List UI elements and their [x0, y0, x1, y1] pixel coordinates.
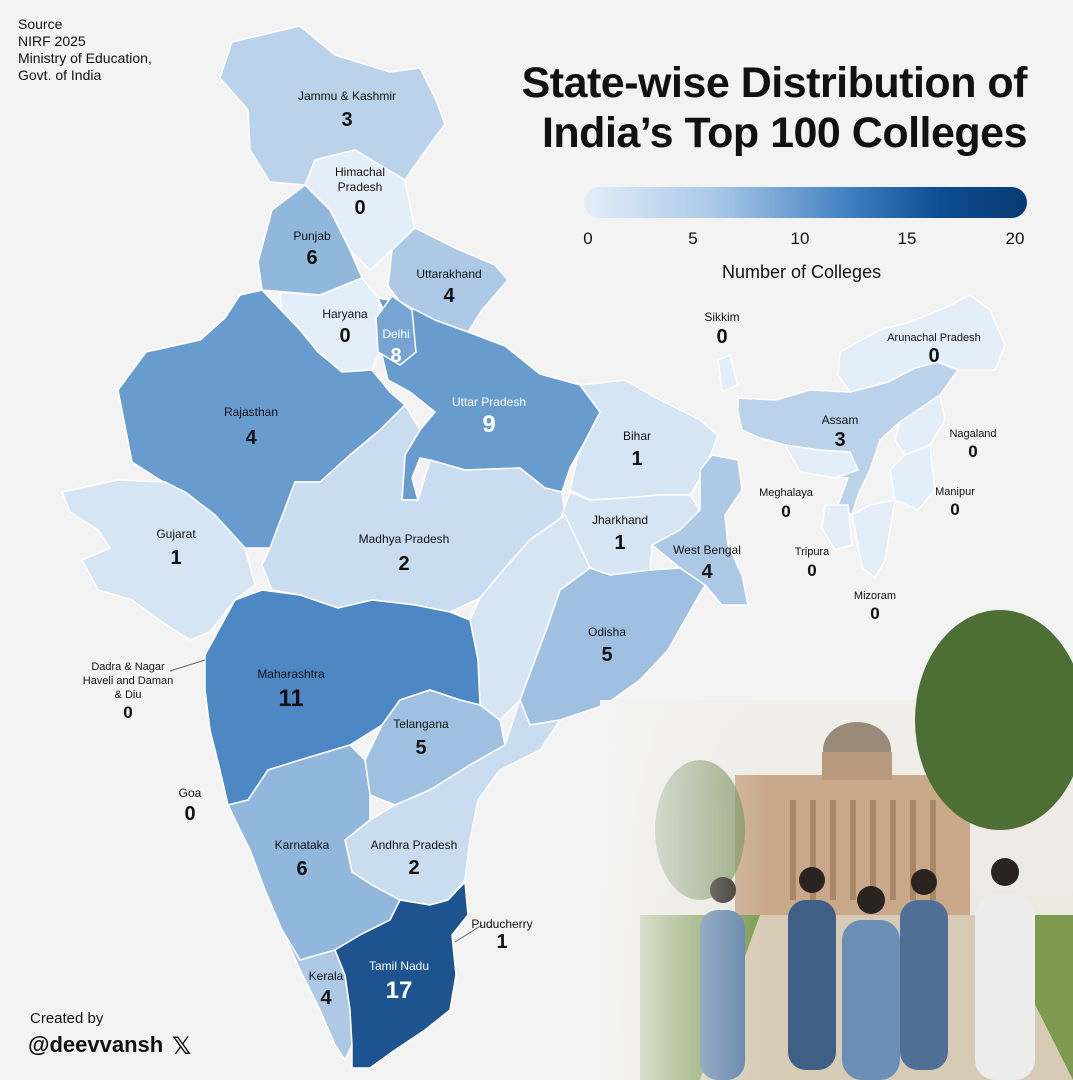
state-label-value: 4 — [701, 561, 713, 583]
state-label-name: Rajasthan — [224, 405, 278, 419]
state-label-value: 1 — [170, 547, 181, 569]
source-line: Source — [18, 16, 63, 32]
state-label-name: Andhra Pradesh — [371, 838, 458, 852]
state-label-value: 17 — [386, 977, 413, 1004]
state-label-value: 0 — [354, 197, 365, 219]
state-label-value: 4 — [245, 427, 257, 449]
source-line: Govt. of India — [18, 67, 102, 83]
state-label-value: 0 — [950, 500, 959, 519]
state-label-name: Odisha — [588, 625, 626, 639]
state-label-value: 9 — [482, 411, 495, 438]
state-sikkim[interactable] — [717, 354, 739, 393]
state-label-name: Dadra & Nagar — [91, 661, 165, 673]
legend-color-scale — [584, 187, 1027, 218]
state-label-value: 0 — [123, 703, 132, 722]
state-label-name: Kerala — [309, 969, 344, 983]
state-label-value: 1 — [614, 532, 625, 554]
state-label-name: Jharkhand — [592, 513, 648, 527]
state-meghalaya[interactable] — [784, 444, 859, 479]
state-label-name: Tamil Nadu — [369, 959, 429, 973]
state-label-value: 4 — [443, 285, 455, 307]
state-label-value: 3 — [834, 429, 845, 451]
source-line: Ministry of Education, — [18, 50, 152, 66]
state-label-name: Tripura — [795, 546, 830, 558]
state-label-name: Uttarakhand — [416, 267, 481, 281]
state-label-value: 0 — [928, 345, 939, 367]
state-karnataka[interactable] — [227, 744, 401, 961]
state-uttarakhand[interactable] — [387, 227, 509, 333]
source-line: NIRF 2025 — [18, 33, 86, 49]
state-label-name: Haveli and Daman — [83, 675, 174, 687]
state-label-value: 0 — [968, 442, 977, 461]
state-label-name: Mizoram — [854, 590, 896, 602]
state-label-value: 6 — [306, 247, 317, 269]
state-label-name: Karnataka — [275, 838, 330, 852]
state-label-name: Telangana — [393, 717, 449, 731]
state-label-value: 0 — [184, 803, 195, 825]
state-label-value: 0 — [781, 502, 790, 521]
state-label-name: Assam — [822, 413, 859, 427]
credit-label: Created by — [30, 1010, 104, 1027]
title-line: India’s Top 100 Colleges — [541, 109, 1028, 157]
state-label-name: Haryana — [322, 307, 368, 321]
state-label-value: 6 — [296, 858, 307, 880]
state-label-value: 0 — [807, 561, 816, 580]
state-mizoram[interactable] — [851, 499, 896, 579]
x-logo-icon: 𝕏 — [172, 1033, 192, 1060]
state-label-name: Bihar — [623, 429, 651, 443]
state-label-name: Maharashtra — [257, 667, 325, 681]
state-label-name: Manipur — [935, 486, 975, 498]
state-label-name: Himachal — [335, 165, 385, 179]
state-label-name: Pradesh — [338, 180, 383, 194]
author-handle[interactable]: @deevvansh — [28, 1032, 164, 1057]
state-manipur[interactable] — [889, 444, 936, 511]
leader-line — [454, 924, 483, 943]
state-west-bengal[interactable] — [651, 454, 749, 606]
state-label-value: 1 — [496, 931, 507, 953]
state-label-name: Arunachal Pradesh — [887, 332, 981, 344]
state-gujarat[interactable] — [61, 479, 256, 641]
state-delhi[interactable] — [375, 295, 417, 366]
state-label-name: Jammu & Kashmir — [298, 89, 396, 103]
state-tripura[interactable] — [821, 504, 853, 551]
state-label-value: 8 — [390, 345, 401, 367]
state-label-name: Punjab — [293, 229, 331, 243]
state-label-value: 2 — [398, 553, 409, 575]
state-label-name: & Diu — [115, 689, 142, 701]
leader-line — [169, 659, 206, 672]
state-label-value: 11 — [278, 685, 303, 712]
state-label-name: Sikkim — [704, 310, 739, 324]
legend-tick: 20 — [1005, 229, 1025, 248]
source-note: Source NIRF 2025 Ministry of Education, … — [18, 16, 152, 84]
state-label-name: Meghalaya — [759, 487, 814, 499]
page-title: State-wise Distribution of India’s Top 1… — [507, 58, 1028, 158]
legend-tick: 10 — [790, 229, 810, 248]
state-label-name: Madhya Pradesh — [359, 532, 450, 546]
state-label-value: 5 — [415, 737, 426, 759]
state-label-value: 5 — [601, 644, 612, 666]
state-label-name: Uttar Pradesh — [452, 395, 526, 409]
state-label-value: 2 — [408, 857, 419, 879]
state-label-name: Puducherry — [471, 917, 532, 931]
legend-tick: 15 — [897, 229, 917, 248]
state-label-name: Goa — [179, 786, 202, 800]
state-label-value: 0 — [870, 604, 879, 623]
state-label-value: 1 — [631, 448, 642, 470]
state-label-value: 0 — [716, 326, 727, 348]
state-label-name: Delhi — [382, 327, 409, 341]
state-label-value: 4 — [320, 987, 332, 1009]
legend-tick: 0 — [583, 229, 593, 248]
legend-tick: 5 — [688, 229, 698, 248]
state-label-name: West Bengal — [673, 543, 741, 557]
state-label-name: Nagaland — [949, 428, 996, 440]
state-arunachal-pradesh[interactable] — [837, 294, 1006, 393]
title-line: State-wise Distribution of — [521, 59, 1028, 107]
state-label-value: 0 — [339, 325, 350, 347]
state-label-name: Gujarat — [156, 527, 196, 541]
state-label-value: 3 — [341, 109, 352, 131]
state-tamil-nadu[interactable] — [334, 881, 469, 1069]
campus-photo — [600, 610, 1073, 1080]
legend-title: Number of Colleges — [722, 262, 882, 282]
